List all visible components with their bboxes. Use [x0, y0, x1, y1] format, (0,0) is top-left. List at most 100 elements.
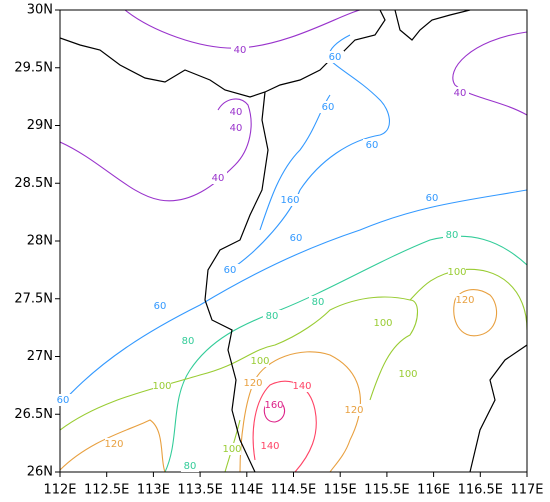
contour-label: 80 [446, 230, 459, 241]
contour-label: 60 [290, 233, 303, 244]
contour-label: 120 [344, 405, 363, 416]
contour-label-bg [281, 194, 299, 206]
contour-label: 160 [280, 195, 299, 206]
contour-label: 160 [264, 400, 283, 411]
lon-label: 112E [43, 483, 76, 498]
contour-label: 40 [230, 107, 243, 118]
contour-label: 80 [312, 297, 325, 308]
contour-label: 60 [224, 265, 237, 276]
contour-40 [60, 98, 252, 202]
border [469, 344, 527, 472]
contour-label-bg [209, 172, 227, 184]
lat-label: 26.5N [14, 407, 53, 422]
contour-label-bg [448, 266, 466, 278]
lon-label: 113.5E [177, 483, 222, 498]
contour-label-bg [105, 438, 123, 450]
contour-label: 60 [366, 140, 379, 151]
contour-label-bg [451, 87, 469, 99]
border [60, 10, 386, 98]
contour-label: 40 [234, 45, 247, 56]
contour-label: 80 [182, 336, 195, 347]
contour-label-bg [231, 44, 249, 56]
contour-label: 40 [212, 173, 225, 184]
contour-label: 120 [455, 295, 474, 306]
contour-60 [60, 189, 527, 406]
contour-label-bg [326, 51, 344, 63]
lon-label: 116.5E [458, 483, 503, 498]
contour-label: 80 [184, 461, 197, 472]
contour-label-bg [456, 294, 474, 306]
contour-label-bg [374, 317, 392, 329]
contour-label-bg [153, 380, 171, 392]
lon-label: 116E [417, 483, 450, 498]
lat-label: 26N [27, 465, 53, 480]
contour-label-bg [309, 296, 327, 308]
lon-label: 115.5E [364, 483, 409, 498]
contour-label-bg [363, 139, 381, 151]
contour-120 [60, 419, 166, 472]
contour-label: 60 [57, 395, 70, 406]
contour-80 [164, 235, 527, 472]
contour-60 [229, 34, 390, 271]
contour-label-bg [223, 443, 241, 455]
contour-label-bg [319, 101, 337, 113]
contour-label-bg [251, 355, 269, 367]
contour-100 [60, 268, 527, 431]
lon-label: 114E [230, 483, 263, 498]
contour-label-bg [423, 192, 441, 204]
contour-label: 100 [152, 381, 171, 392]
contour-40 [452, 31, 527, 116]
contour-60 [259, 94, 331, 231]
lat-label: 27.5N [14, 291, 53, 306]
lat-label: 30N [27, 3, 53, 18]
contour-label-bg [54, 394, 72, 406]
contour-label: 60 [322, 102, 335, 113]
contour-label-bg [151, 300, 169, 312]
lat-label: 29.5N [14, 60, 53, 75]
contour-label-bg [345, 404, 363, 416]
contour-120 [453, 289, 498, 337]
contour-120 [239, 351, 361, 472]
contour-label: 120 [243, 378, 262, 389]
contour-label: 100 [398, 369, 417, 380]
lat-label: 28.5N [14, 176, 53, 191]
contour-label: 40 [230, 123, 243, 134]
lon-label: 114.5E [271, 483, 316, 498]
contour-100 [369, 299, 419, 401]
contour-label-bg [181, 460, 199, 472]
contour-label: 40 [454, 88, 467, 99]
contour-label-bg [399, 368, 417, 380]
contour-140 [252, 380, 317, 472]
lon-label: 112.5E [84, 483, 129, 498]
contour-label: 60 [426, 193, 439, 204]
contour-label: 100 [373, 318, 392, 329]
contour-label-bg [179, 335, 197, 347]
contour-label-bg [287, 232, 305, 244]
contour-label-bg [227, 106, 245, 118]
lon-label: 115E [324, 483, 357, 498]
contour-label: 100 [222, 444, 241, 455]
lon-label: 117E [510, 483, 543, 498]
contour-40 [124, 10, 361, 49]
contour-label-bg [263, 310, 281, 322]
contour-label: 80 [266, 311, 279, 322]
contour-label: 140 [292, 381, 311, 392]
lat-label: 27N [27, 349, 53, 364]
contour-label: 120 [104, 439, 123, 450]
contour-label: 60 [329, 52, 342, 63]
border [394, 10, 471, 41]
contour-label-bg [227, 122, 245, 134]
contour-label-bg [244, 377, 262, 389]
contour-label-bg [221, 264, 239, 276]
contour-label-bg [261, 440, 279, 452]
contour-label: 60 [154, 301, 167, 312]
contour-label-bg [443, 229, 461, 241]
contour-label-bg [293, 380, 311, 392]
contour-label: 100 [447, 267, 466, 278]
contour-label: 140 [260, 441, 279, 452]
lat-label: 29N [27, 118, 53, 133]
contour-label: 100 [250, 356, 269, 367]
border [204, 91, 269, 472]
